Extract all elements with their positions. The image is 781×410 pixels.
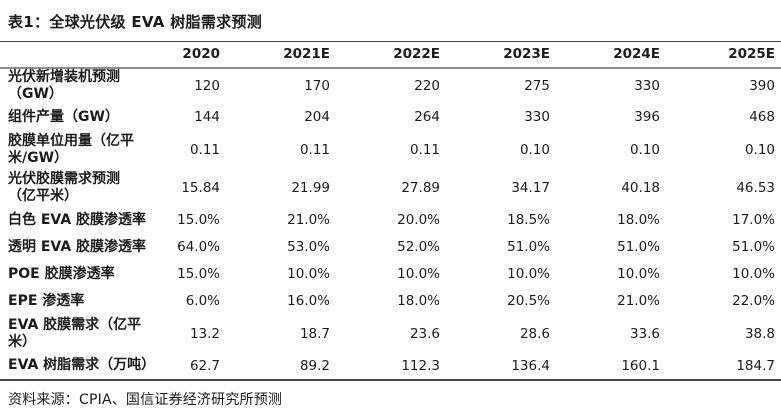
cell-value: 17.0% xyxy=(732,212,775,228)
column-header-2021e: 2021E xyxy=(220,41,330,69)
table-row-clear-eva-penetration: 透明 EVA 胶膜渗透率 64.0% 53.0% 52.0% 51.0% 51.… xyxy=(0,234,781,261)
cell-value: 18.0% xyxy=(617,212,660,228)
header-spacer xyxy=(0,41,150,69)
cell-value: 27.89 xyxy=(401,179,440,196)
column-header-2023e: 2023E xyxy=(440,41,550,69)
cell-value: 23.6 xyxy=(409,325,440,342)
table-row-white-eva-penetration: 白色 EVA 胶膜渗透率 15.0% 21.0% 20.0% 18.5% 18.… xyxy=(0,207,781,234)
cell-value: 20.0% xyxy=(397,212,440,228)
header-row: 2020 2021E 2022E 2023E 2024E 2025E xyxy=(0,41,781,69)
cell-value: 51.0% xyxy=(732,239,775,255)
cell-value: 16.0% xyxy=(287,293,330,309)
table-row-pv-new-installs: 光伏新增装机预测 （GW） 120 170 220 275 330 390 xyxy=(0,68,781,104)
table-row-epe-penetration: EPE 渗透率 6.0% 16.0% 18.0% 20.5% 21.0% 22.… xyxy=(0,288,781,315)
cell-value: 62.7 xyxy=(150,352,220,381)
cell-value: 0.10 xyxy=(744,141,775,158)
cell-value: 264 xyxy=(414,109,440,125)
cell-value: 21.0% xyxy=(287,212,330,228)
cell-value: 144 xyxy=(194,109,220,125)
table-row-eva-resin-demand: EVA 树脂需求（万吨） 62.7 89.2 112.3 136.4 160.1… xyxy=(0,352,781,381)
row-label: 组件产量（GW） xyxy=(8,108,119,125)
table-row-poe-penetration: POE 胶膜渗透率 15.0% 10.0% 10.0% 10.0% 10.0% … xyxy=(0,261,781,288)
cell-value: 20.5% xyxy=(507,293,550,309)
cell-value: 52.0% xyxy=(397,239,440,255)
cell-value: 220 xyxy=(414,78,440,94)
cell-value: 160.1 xyxy=(550,352,660,381)
cell-value: 0.10 xyxy=(519,141,550,158)
cell-value: 330 xyxy=(634,78,660,94)
table-header: 2020 2021E 2022E 2023E 2024E 2025E xyxy=(0,41,781,69)
cell-value: 390 xyxy=(749,78,775,94)
cell-value: 15.84 xyxy=(181,179,220,196)
cell-value: 18.5% xyxy=(507,212,550,228)
cell-value: 0.11 xyxy=(409,141,440,158)
cell-value: 120 xyxy=(194,78,220,94)
table-row-eva-film-demand: EVA 胶膜需求（亿平 米） 13.2 18.7 23.6 28.6 33.6 … xyxy=(0,315,781,353)
cell-value: 10.0% xyxy=(397,266,440,282)
cell-value: 28.6 xyxy=(519,325,550,342)
cell-value: 396 xyxy=(634,109,660,125)
cell-value: 21.99 xyxy=(291,179,330,196)
cell-value: 51.0% xyxy=(617,239,660,255)
column-header-2025e: 2025E xyxy=(660,41,781,69)
cell-value: 468 xyxy=(749,109,775,125)
cell-value: 18.0% xyxy=(397,293,440,309)
table-title: 表1：全球光伏级 EVA 树脂需求预测 xyxy=(8,13,263,31)
cell-value: 40.18 xyxy=(621,179,660,196)
cell-value: 38.8 xyxy=(744,325,775,342)
cell-value: 330 xyxy=(524,109,550,125)
cell-value: 10.0% xyxy=(507,266,550,282)
cell-value: 6.0% xyxy=(185,293,220,309)
cell-value: 15.0% xyxy=(177,212,220,228)
cell-value: 10.0% xyxy=(617,266,660,282)
cell-value: 22.0% xyxy=(732,293,775,309)
table-row-film-unit-usage: 胶膜单位用量（亿平 米/GW） 0.11 0.11 0.11 0.10 0.10… xyxy=(0,131,781,169)
column-header-2024e: 2024E xyxy=(550,41,660,69)
cell-value: 0.11 xyxy=(189,141,220,158)
cell-value: 89.2 xyxy=(220,352,330,381)
eva-demand-forecast-table: 2020 2021E 2022E 2023E 2024E 2025E 光伏新增装… xyxy=(0,41,781,381)
cell-value: 10.0% xyxy=(732,266,775,282)
table-row-module-output: 组件产量（GW） 144 204 264 330 396 468 xyxy=(0,104,781,131)
cell-value: 0.11 xyxy=(299,141,330,158)
cell-value: 170 xyxy=(304,78,330,94)
cell-value: 53.0% xyxy=(287,239,330,255)
cell-value: 136.4 xyxy=(440,352,550,381)
cell-value: 18.7 xyxy=(299,325,330,342)
cell-value: 21.0% xyxy=(617,293,660,309)
cell-value: 33.6 xyxy=(629,325,660,342)
cell-value: 112.3 xyxy=(330,352,440,381)
row-label: 光伏新增装机预测 （GW） xyxy=(8,69,120,102)
cell-value: 184.7 xyxy=(660,352,781,381)
column-header-2020: 2020 xyxy=(150,41,220,69)
cell-value: 46.53 xyxy=(736,179,775,196)
row-label: 透明 EVA 胶膜渗透率 xyxy=(8,238,147,255)
table-row-pv-film-demand: 光伏胶膜需求预测 （亿平米） 15.84 21.99 27.89 34.17 4… xyxy=(0,169,781,207)
row-label: 光伏胶膜需求预测 （亿平米） xyxy=(8,170,120,204)
cell-value: 204 xyxy=(304,109,330,125)
cell-value: 10.0% xyxy=(287,266,330,282)
row-label: 胶膜单位用量（亿平 米/GW） xyxy=(8,132,134,166)
cell-value: 15.0% xyxy=(177,266,220,282)
row-label: EVA 树脂需求（万吨） xyxy=(0,352,155,381)
cell-value: 13.2 xyxy=(189,325,220,342)
column-header-2022e: 2022E xyxy=(330,41,440,69)
row-label: POE 胶膜渗透率 xyxy=(8,265,115,282)
source-note: 资料来源：CPIA、国信证券经济研究所预测 xyxy=(8,391,283,408)
cell-value: 64.0% xyxy=(177,239,220,255)
cell-value: 34.17 xyxy=(511,179,550,196)
cell-value: 51.0% xyxy=(507,239,550,255)
row-label: 白色 EVA 胶膜渗透率 xyxy=(8,211,147,228)
row-label: EVA 胶膜需求（亿平 米） xyxy=(8,316,142,350)
table-body: 光伏新增装机预测 （GW） 120 170 220 275 330 390 组件… xyxy=(0,68,781,381)
cell-value: 0.10 xyxy=(629,141,660,158)
cell-value: 275 xyxy=(524,78,550,94)
row-label: EPE 渗透率 xyxy=(8,292,85,309)
